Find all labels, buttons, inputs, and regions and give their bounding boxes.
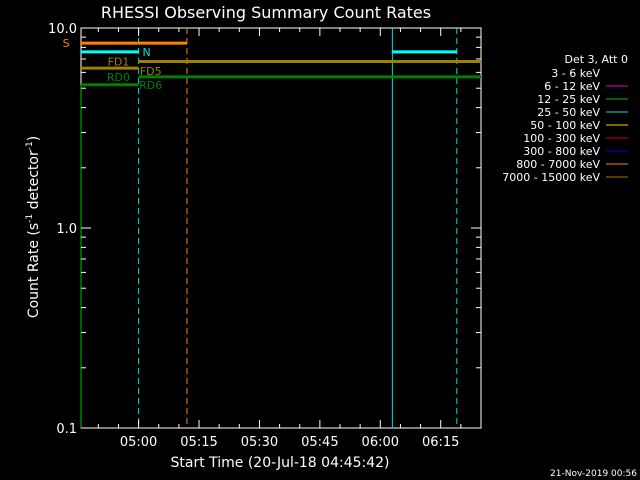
x-tick-label-0: 05:00 — [120, 435, 157, 450]
interval-label-fd1: FD1 — [108, 55, 130, 68]
chart-title: RHESSI Observing Summary Count Rates — [101, 3, 431, 22]
interval-labels: S N FD1 FD5 RD0 RD6 — [63, 37, 163, 92]
legend-label-6: 300 - 800 keV — [523, 145, 600, 158]
legend-label-4: 50 - 100 keV — [530, 119, 600, 132]
interval-lines — [81, 41, 481, 87]
legend-label-0: 3 - 6 keV — [551, 67, 600, 80]
y-axis-label-end: ) — [26, 136, 42, 141]
interval-label-rd6: RD6 — [139, 79, 162, 92]
x-tick-label-1: 05:15 — [180, 435, 217, 450]
y-tick-label-0: 10.0 — [48, 22, 77, 37]
interval-label-rd0: RD0 — [107, 71, 130, 84]
y-axis-label-sup1: -1 — [25, 214, 35, 223]
interval-label-s: S — [63, 37, 70, 50]
x-tick-label-2: 05:30 — [241, 435, 278, 450]
x-axis-label: Start Time (20-Jul-18 04:45:42) — [170, 455, 389, 471]
interval-label-n: N — [143, 46, 151, 59]
x-tick-label-5: 06:15 — [422, 435, 459, 450]
y-axis-ticks: 10.0 1.0 0.1 — [48, 22, 481, 437]
y-axis-label: Count Rate (s-1 detector-1) — [25, 136, 42, 318]
x-axis-ticks: 05:00 05:15 05:30 05:45 06:00 06:15 — [97, 28, 482, 450]
y-axis-label-mid: detector — [26, 150, 42, 214]
legend-label-1: 6 - 12 keV — [544, 80, 600, 93]
y-axis-label-sup2: -1 — [25, 141, 35, 150]
interval-label-fd5: FD5 — [140, 65, 162, 78]
legend-title: Det 3, Att 0 — [565, 53, 629, 66]
legend-label-7: 800 - 7000 keV — [516, 158, 600, 171]
legend-label-8: 7000 - 15000 keV — [502, 171, 600, 184]
y-tick-label-1: 1.0 — [56, 222, 77, 237]
y-axis-label-main: Count Rate (s — [26, 223, 42, 318]
footer-timestamp: 21-Nov-2019 00:56 — [550, 469, 637, 479]
legend-label-5: 100 - 300 keV — [523, 132, 600, 145]
x-tick-label-4: 06:00 — [362, 435, 399, 450]
vertical-markers — [80, 28, 458, 428]
legend-label-2: 12 - 25 keV — [537, 93, 600, 106]
y-tick-label-2: 0.1 — [56, 422, 77, 437]
legend-label-3: 25 - 50 keV — [537, 106, 600, 119]
x-tick-label-3: 05:45 — [301, 435, 338, 450]
